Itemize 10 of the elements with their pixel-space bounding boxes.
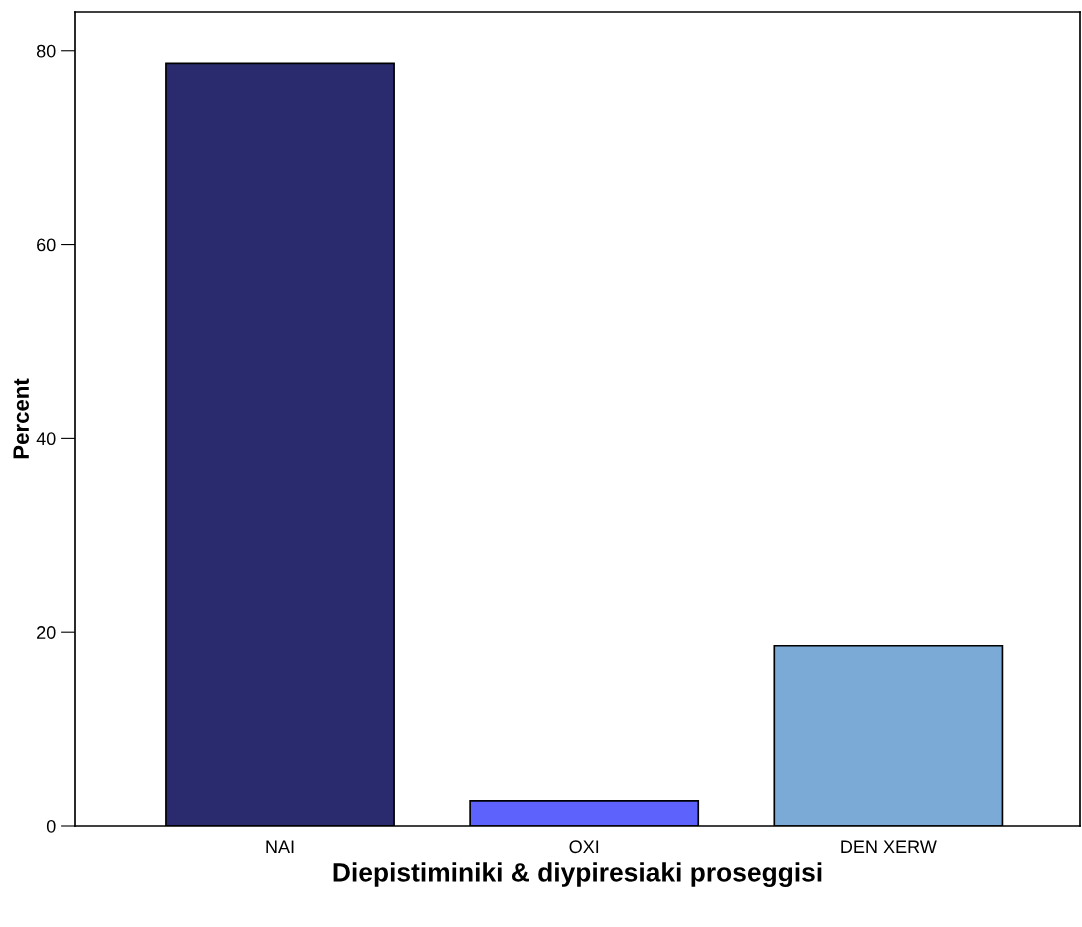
y-tick-label: 0 — [46, 819, 56, 833]
x-tick-label: DEN XERW — [841, 840, 937, 853]
y-tick-label: 40 — [36, 432, 56, 446]
x-axis-title: Diepistiminiki & diypiresiaki proseggisi — [333, 862, 822, 887]
y-axis-title: Percent — [13, 378, 29, 459]
x-tick-label: NAI — [266, 840, 294, 853]
y-tick-label: 80 — [36, 44, 56, 58]
y-tick-label: 60 — [37, 238, 56, 252]
y-tick-label: 20 — [37, 626, 56, 639]
x-tick-label: OXI — [569, 840, 599, 854]
